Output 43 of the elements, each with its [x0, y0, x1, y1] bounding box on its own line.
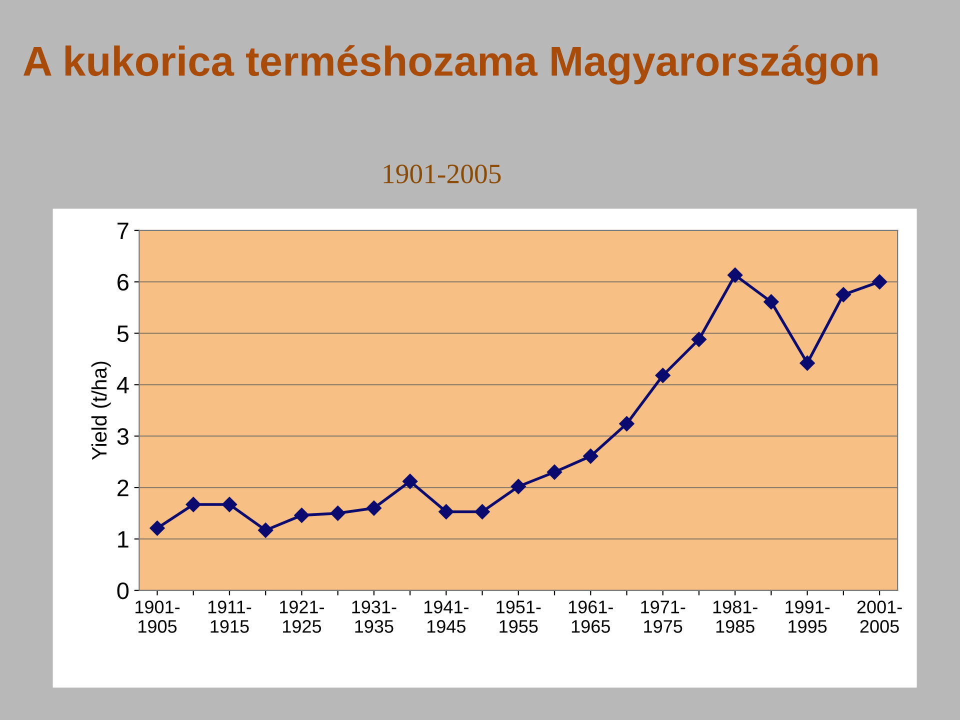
- point: [294, 508, 310, 523]
- point: [836, 287, 851, 302]
- point: [438, 504, 454, 520]
- point: [728, 268, 743, 283]
- chart-title: A kukorica terméshozama Magyarországon: [23, 45, 878, 84]
- y-tick-label: 5: [117, 326, 128, 342]
- y-tick-label: 7: [118, 222, 128, 239]
- y-tick-label: 0: [117, 582, 129, 600]
- x-tick-label: 1981- 1985: [713, 600, 758, 633]
- x-tick-label: 1991- 1995: [786, 600, 830, 633]
- y-tick-label: 3: [117, 428, 128, 445]
- x-tick-label: 1921- 1925: [280, 600, 324, 633]
- point: [764, 294, 779, 310]
- point: [619, 416, 634, 432]
- point: [691, 332, 707, 347]
- point: [800, 356, 815, 371]
- point: [366, 500, 382, 516]
- y-tick-label: 2: [118, 480, 128, 496]
- point: [222, 496, 238, 512]
- x-tick-label: 2001- 2005: [857, 600, 902, 633]
- x-tick-label: 1941- 1945: [424, 600, 468, 633]
- x-tick-label: 1911- 1915: [208, 600, 252, 633]
- point: [474, 504, 490, 520]
- point: [655, 368, 670, 383]
- chart-subtitle: 1901-2005: [384, 164, 501, 184]
- x-tick-label: 1961- 1965: [568, 600, 613, 633]
- point: [583, 448, 598, 464]
- point: [258, 522, 274, 538]
- point: [872, 274, 888, 290]
- x-tick-label: 1951- 1955: [496, 600, 541, 633]
- x-tick-label: 1901- 1905: [136, 600, 180, 633]
- point: [330, 506, 346, 521]
- point: [186, 496, 201, 512]
- y-tick-label: 6: [118, 274, 128, 291]
- y-tick-label: 4: [116, 376, 129, 394]
- y-tick-label: 1: [118, 531, 128, 548]
- point: [510, 478, 526, 494]
- point: [150, 520, 165, 536]
- point: [402, 474, 418, 489]
- point: [546, 464, 562, 480]
- x-tick-label: 1971- 1975: [641, 600, 686, 633]
- y-axis-title: Yield (t/ha): [91, 362, 111, 460]
- x-tick-label: 1931- 1935: [352, 600, 396, 633]
